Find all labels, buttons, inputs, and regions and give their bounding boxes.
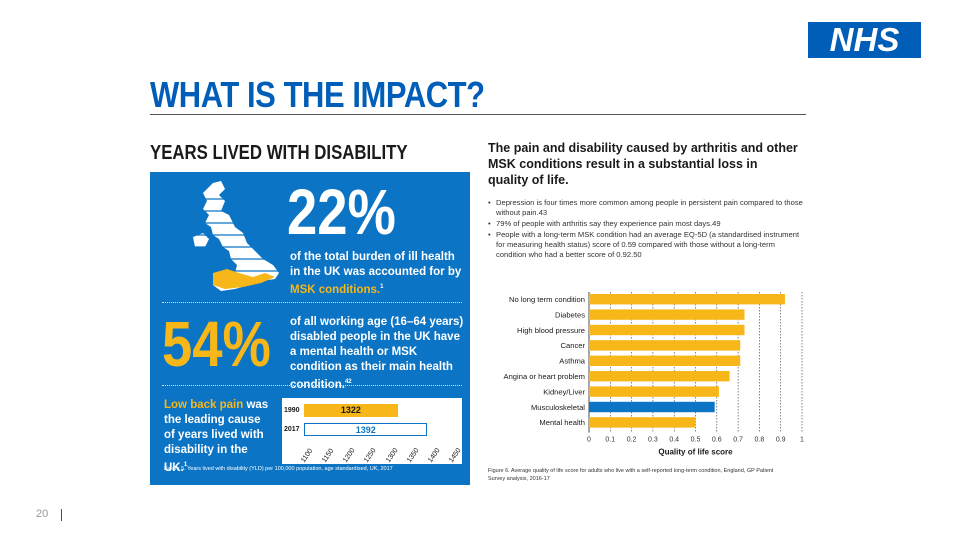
x-tick-label: 0.1 [605, 437, 615, 444]
bullet-list: Depression is four times more common amo… [488, 198, 806, 261]
x-tick-label: 0.3 [648, 437, 658, 444]
x-tick-label: 0.6 [712, 437, 722, 444]
yld-tick-label: 1400 [426, 447, 442, 465]
bar [589, 386, 719, 397]
ref-marker: 1 [183, 462, 188, 468]
yld-tick-label: 1150 [321, 447, 336, 465]
slide-number: 20 [36, 508, 49, 520]
category-label: High blood pressure [517, 326, 585, 335]
bar [589, 340, 741, 351]
stat-22-value: 22% [287, 176, 396, 248]
x-tick-label: 0.8 [755, 437, 765, 444]
slide-number-divider [61, 509, 62, 521]
low-back-pain-text: Low back pain was the leading cause of y… [164, 399, 269, 474]
quality-of-life-chart: 0 0.1 0.2 0.3 0.4 0.5 0.6 0.7 0.8 0.9 1 No long ter… [504, 292, 804, 457]
dotted-divider [162, 302, 462, 303]
bar [589, 294, 785, 305]
uk-map-icon [191, 181, 281, 291]
x-axis-label: Quality of life score [658, 448, 733, 457]
category-label: Kidney/Liver [543, 387, 585, 396]
category-label: Angina or heart problem [504, 372, 585, 381]
stat-22-text: of the total burden of ill health in the… [290, 251, 462, 296]
title-divider [150, 114, 806, 115]
category-label: Diabetes [555, 310, 585, 319]
x-tick-label: 0 [587, 437, 591, 444]
stat-54-value: 54% [162, 308, 271, 380]
x-tick-label: 0.7 [733, 437, 743, 444]
yld-tick-label: 1250 [363, 447, 379, 465]
stat-54-text: of all working age (16–64 years) disable… [290, 316, 464, 391]
nhs-logo: NHS [808, 22, 921, 58]
x-tick-label: 0.9 [776, 437, 786, 444]
x-tick-label: 0.4 [669, 437, 679, 444]
bullet-item: People with a long-term MSK condition ha… [488, 230, 806, 260]
yld-tick-label: 1100 [300, 447, 315, 465]
page-title: WHAT IS THE IMPACT? [150, 74, 485, 115]
yld-bar: 1392 [304, 423, 428, 436]
yld-bar: 1322 [304, 404, 398, 417]
year-label: 1990 [284, 407, 300, 414]
category-label: No long term condition [509, 295, 585, 304]
yld-tick-label: 1300 [384, 447, 400, 465]
bullet-item: 79% of people with arthritis say they ex… [488, 219, 806, 229]
yld-mini-chart: 1990 2017 1322 1392 1100 1150 1200 1250 1300 13… [282, 398, 463, 465]
lbp-highlight: Low back pain [164, 399, 244, 411]
x-tick-label: 0.2 [627, 437, 637, 444]
bar [589, 371, 730, 382]
bar [589, 417, 696, 428]
category-label: Cancer [561, 341, 586, 350]
right-heading: The pain and disability caused by arthri… [488, 141, 798, 187]
category-label: Asthma [559, 357, 586, 366]
bar [589, 324, 745, 336]
ref-marker: 1 [380, 284, 384, 290]
bar [589, 401, 715, 413]
figure-5-caption: Figure 5. Years lived with disability (Y… [164, 466, 393, 472]
figure-6-caption: Figure 6. Average quality of life score … [488, 468, 774, 482]
dotted-divider [162, 385, 462, 386]
yld-tick-label: 1350 [405, 447, 421, 465]
msk-highlight: MSK conditions. [290, 283, 381, 296]
year-label: 2017 [284, 426, 300, 433]
section-heading: YEARS LIVED WITH DISABILITY [150, 142, 408, 164]
yld-tick-label: 1200 [342, 447, 357, 465]
bar [589, 355, 741, 366]
category-label: Musculoskeletal [531, 403, 585, 412]
x-tick-label: 1 [800, 437, 804, 444]
x-tick-label: 0.5 [691, 437, 701, 444]
bar [589, 309, 745, 320]
category-label: Mental health [539, 418, 585, 427]
ref-marker: 42 [344, 379, 352, 385]
yld-tick-label: 1450 [448, 447, 463, 465]
bullet-item: Depression is four times more common amo… [488, 198, 806, 218]
